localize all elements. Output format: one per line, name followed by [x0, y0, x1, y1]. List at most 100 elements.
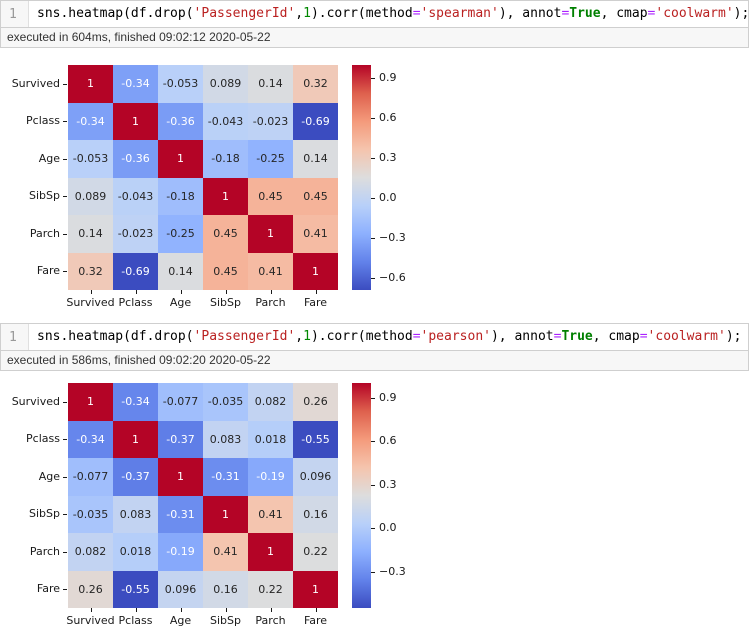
heatmap-cell: -0.31	[158, 495, 203, 533]
heatmap-cell: 0.096	[293, 458, 338, 496]
x-tick	[135, 290, 137, 294]
heatmap-cell: 0.45	[203, 252, 248, 290]
y-tick-label: Age	[38, 469, 60, 483]
code-editor[interactable]: sns.heatmap(df.drop('PassengerId',1).cor…	[29, 1, 748, 27]
x-tick	[90, 290, 92, 294]
heatmap-cell: -0.043	[203, 102, 248, 140]
heatmap-cell: -0.035	[68, 495, 113, 533]
heatmap-cell: 0.14	[248, 65, 293, 103]
colorbar-tick-label: 0.3	[379, 477, 397, 491]
heatmap-figure-pearson: 1 -0.34 -0.077 -0.035 0.082 0.26 -0.34 1 -0.37 0.…	[0, 371, 749, 631]
heatmap-cell: 0.45	[203, 215, 248, 253]
heatmap-cell: -0.043	[113, 177, 158, 215]
heatmap-cell: -0.25	[158, 215, 203, 253]
y-tick-label: Parch	[29, 544, 60, 558]
heatmap-cell: 0.14	[158, 252, 203, 290]
heatmap-cell: 1	[113, 102, 158, 140]
heatmap-cell: 0.32	[293, 65, 338, 103]
heatmap-cell: 0.41	[203, 533, 248, 571]
x-tick-label: Fare	[303, 296, 328, 309]
heatmap-cell: 1	[68, 383, 113, 421]
heatmap-cell: 0.14	[293, 140, 338, 178]
heatmap-cell: 0.26	[68, 570, 113, 608]
heatmap-cell: -0.37	[113, 458, 158, 496]
y-tick	[63, 83, 67, 85]
code-token-operator: =	[639, 329, 648, 344]
code-editor[interactable]: sns.heatmap(df.drop('PassengerId',1).cor…	[29, 324, 748, 350]
x-tick	[135, 608, 137, 612]
heatmap-cell: 1	[203, 177, 248, 215]
code-token-plain: );	[733, 6, 748, 21]
line-number-gutter: 1	[1, 324, 29, 350]
colorbar-tick-label: 0.0	[379, 521, 397, 535]
x-tick	[315, 290, 317, 294]
heatmap-cell: 0.22	[293, 533, 338, 571]
heatmap-cell: 1	[68, 65, 113, 103]
colorbar-tick	[371, 238, 375, 240]
x-tick-label: Fare	[303, 614, 328, 627]
code-token-keyword: True	[561, 329, 593, 344]
heatmap-cell: 1	[113, 420, 158, 458]
colorbar-tick	[371, 198, 375, 200]
heatmap-cell: 1	[248, 215, 293, 253]
y-tick	[63, 551, 67, 553]
colorbar	[352, 65, 371, 290]
heatmap-figure-spearman: 1 -0.34 -0.053 0.089 0.14 0.32 -0.34 1 -0.36 -0.0…	[0, 48, 749, 313]
heatmap-cell: -0.077	[68, 458, 113, 496]
y-tick	[63, 401, 67, 403]
heatmap-cell: 0.018	[248, 420, 293, 458]
heatmap-cell: -0.34	[68, 420, 113, 458]
heatmap-cell: 0.41	[248, 495, 293, 533]
code-token-plain: );	[725, 329, 742, 344]
colorbar-tick	[371, 278, 375, 280]
colorbar-tick	[371, 158, 375, 160]
heatmap-cell: -0.37	[158, 420, 203, 458]
code-token-plain: sns.heatmap(df.drop(	[37, 6, 194, 21]
colorbar-tick	[371, 484, 375, 486]
colorbar-tick-label: 0.6	[379, 111, 397, 125]
code-token-operator: =	[561, 6, 570, 21]
colorbar-tick	[371, 397, 375, 399]
heatmap-cell: 0.096	[158, 570, 203, 608]
colorbar-tick	[371, 78, 375, 80]
code-token-plain: ).corr(method	[310, 329, 413, 344]
colorbar	[352, 383, 371, 608]
heatmap-cell: 1	[158, 458, 203, 496]
heatmap-cell: -0.18	[203, 140, 248, 178]
y-tick	[63, 271, 67, 273]
code-token-string: 'pearson'	[420, 329, 491, 344]
heatmap-cell: 0.41	[293, 215, 338, 253]
heatmap-cell: -0.31	[203, 458, 248, 496]
heatmap-cell: 0.14	[68, 215, 113, 253]
heatmap-cell: -0.19	[158, 533, 203, 571]
heatmap-cell: -0.023	[248, 102, 293, 140]
colorbar-tick-label: 0.9	[379, 71, 397, 85]
code-token-operator: =	[553, 329, 562, 344]
heatmap-cell: -0.34	[113, 65, 158, 103]
heatmap-cell: 0.083	[113, 495, 158, 533]
x-tick-label: Age	[169, 614, 192, 627]
code-token-plain: , cmap	[592, 329, 640, 344]
y-tick-label: Age	[38, 151, 60, 165]
code-token-string: 'spearman'	[420, 6, 499, 21]
x-tick-label: SibSp	[210, 296, 241, 309]
heatmap-cell: -0.023	[113, 215, 158, 253]
line-number-gutter: 1	[1, 1, 29, 27]
colorbar-tick	[371, 118, 375, 120]
code-token-string: 'PassengerId'	[193, 329, 296, 344]
heatmap-cell: 0.083	[203, 420, 248, 458]
colorbar-tick-label: −0.3	[379, 231, 406, 245]
x-tick	[225, 290, 227, 294]
colorbar-tick-label: 0.6	[379, 434, 397, 448]
code-token-string: 'coolwarm'	[655, 6, 734, 21]
heatmap-cell: -0.55	[113, 570, 158, 608]
code-token-plain: , cmap	[600, 6, 648, 21]
code-token-number: 1	[303, 6, 311, 21]
y-tick	[63, 158, 67, 160]
y-tick	[63, 439, 67, 441]
x-tick-label: SibSp	[210, 614, 241, 627]
code-token-plain: ,	[295, 329, 304, 344]
y-tick-label: Fare	[36, 264, 60, 278]
y-tick	[63, 514, 67, 516]
